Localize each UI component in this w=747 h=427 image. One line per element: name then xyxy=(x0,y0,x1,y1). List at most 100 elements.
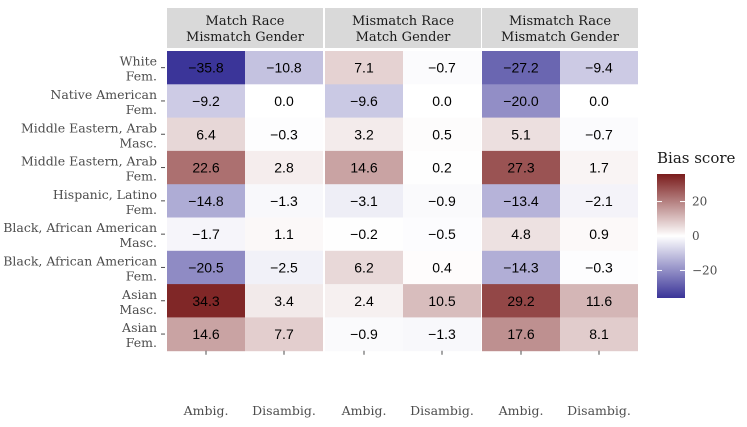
cell-value-label: 11.6 xyxy=(586,293,612,309)
cell-value-label: 0.0 xyxy=(589,93,609,109)
heatmap-cell xyxy=(167,217,245,252)
heatmap-cell xyxy=(403,250,481,285)
row-label-line2: Masc. xyxy=(119,235,157,250)
row-label-line2: Masc. xyxy=(119,302,157,317)
cell-value-label: −35.8 xyxy=(188,60,224,76)
row-label-line1: Middle Eastern, Arab xyxy=(21,120,157,135)
facet-strip xyxy=(482,8,638,48)
heatmap-cell xyxy=(245,217,323,252)
cell-value-label: −10.8 xyxy=(266,60,302,76)
cell-value-label: −0.3 xyxy=(585,259,613,275)
heatmap-cell xyxy=(245,117,323,152)
cell-value-label: 0.5 xyxy=(432,126,452,142)
row-label-line1: Middle Eastern, Arab xyxy=(21,154,157,169)
heatmap-cell xyxy=(560,317,638,352)
facet-title-line2: Mismatch Gender xyxy=(186,30,305,45)
x-tick-label: Disambig. xyxy=(410,403,474,418)
cell-value-label: 27.3 xyxy=(507,160,534,176)
x-tick-label: Ambig. xyxy=(498,403,544,418)
legend-ticks: 20 0 −20 xyxy=(657,195,717,277)
row-label-line2: Fem. xyxy=(126,335,157,350)
heatmap-cell xyxy=(167,184,245,218)
heatmap-cell xyxy=(560,150,638,185)
cell-value-label: −1.3 xyxy=(428,326,456,342)
cell-value-label: 5.1 xyxy=(511,126,531,142)
heatmap-cell xyxy=(167,51,245,85)
facet-title-line1: Mismatch Race xyxy=(509,14,611,29)
heatmap-cell xyxy=(245,84,323,119)
facet-strip xyxy=(325,8,481,48)
row-label-line2: Fem. xyxy=(126,268,157,283)
cell-value-label: −20.5 xyxy=(188,259,224,275)
cell-value-label: 7.7 xyxy=(274,326,294,342)
facet-title-line2: Match Gender xyxy=(356,30,452,45)
cell-value-label: 4.8 xyxy=(511,226,531,242)
heatmap-cell xyxy=(403,284,481,318)
cell-value-label: −14.3 xyxy=(503,259,539,275)
cell-value-label: −1.3 xyxy=(270,193,298,209)
heatmap-cell xyxy=(167,317,245,352)
heatmap-cell xyxy=(482,84,560,119)
heatmap-cell xyxy=(245,150,323,185)
cell-value-label: −0.7 xyxy=(428,60,456,76)
heatmap-cell xyxy=(560,184,638,218)
row-label-line1: Black, African American xyxy=(3,220,157,235)
heatmap-cell xyxy=(245,184,323,218)
heatmap-cell xyxy=(167,84,245,119)
heatmap-cell xyxy=(325,84,403,119)
cell-value-label: −3.1 xyxy=(350,193,378,209)
row-label-line1: Native American xyxy=(50,87,157,102)
cell-value-label: 3.4 xyxy=(274,293,294,309)
x-tick-label: Disambig. xyxy=(567,403,631,418)
cell-value-label: 8.1 xyxy=(589,326,609,342)
cell-value-label: 0.4 xyxy=(432,259,452,275)
cell-value-label: −2.1 xyxy=(585,193,613,209)
legend-tick-label: −20 xyxy=(692,263,717,277)
heatmap-cell xyxy=(245,51,323,85)
heatmap-cell xyxy=(245,317,323,352)
cell-value-label: −0.7 xyxy=(585,126,613,142)
heatmap-cell xyxy=(482,51,560,85)
heatmap-cell xyxy=(167,117,245,152)
cell-value-label: −0.9 xyxy=(428,193,456,209)
legend-title: Bias score xyxy=(657,149,736,167)
legend: Bias score 20 0 −20 xyxy=(657,149,736,298)
cell-value-label: 29.2 xyxy=(507,293,534,309)
heatmap-cell xyxy=(560,284,638,318)
heatmap-cell xyxy=(403,117,481,152)
heatmap-cell xyxy=(482,284,560,318)
heatmap-cell xyxy=(560,250,638,285)
x-tick-label: Ambig. xyxy=(341,403,387,418)
heatmap-cell xyxy=(482,217,560,252)
cell-value-label: 34.3 xyxy=(192,293,219,309)
heatmap-cell xyxy=(403,217,481,252)
heatmap-cell xyxy=(482,117,560,152)
heatmap-cell xyxy=(325,317,403,352)
cell-value-label: 10.5 xyxy=(428,293,455,309)
row-label-line1: Asian xyxy=(121,287,157,302)
cell-value-label: −0.9 xyxy=(350,326,378,342)
row-label-line2: Fem. xyxy=(126,202,157,217)
heatmap-cell xyxy=(403,84,481,119)
legend-tick-label: 0 xyxy=(692,229,700,243)
cell-value-label: −9.2 xyxy=(192,93,220,109)
heatmap-cell xyxy=(403,51,481,85)
row-label-line1: Hispanic, Latino xyxy=(53,187,157,202)
row-label-line2: Fem. xyxy=(126,169,157,184)
cell-value-label: −9.4 xyxy=(585,60,613,76)
cell-value-label: −0.5 xyxy=(428,226,456,242)
heatmap-cell xyxy=(167,284,245,318)
heatmap-cell xyxy=(325,250,403,285)
cell-value-label: 14.6 xyxy=(350,160,377,176)
heatmap-cell xyxy=(560,217,638,252)
cell-value-label: 6.4 xyxy=(196,126,216,142)
